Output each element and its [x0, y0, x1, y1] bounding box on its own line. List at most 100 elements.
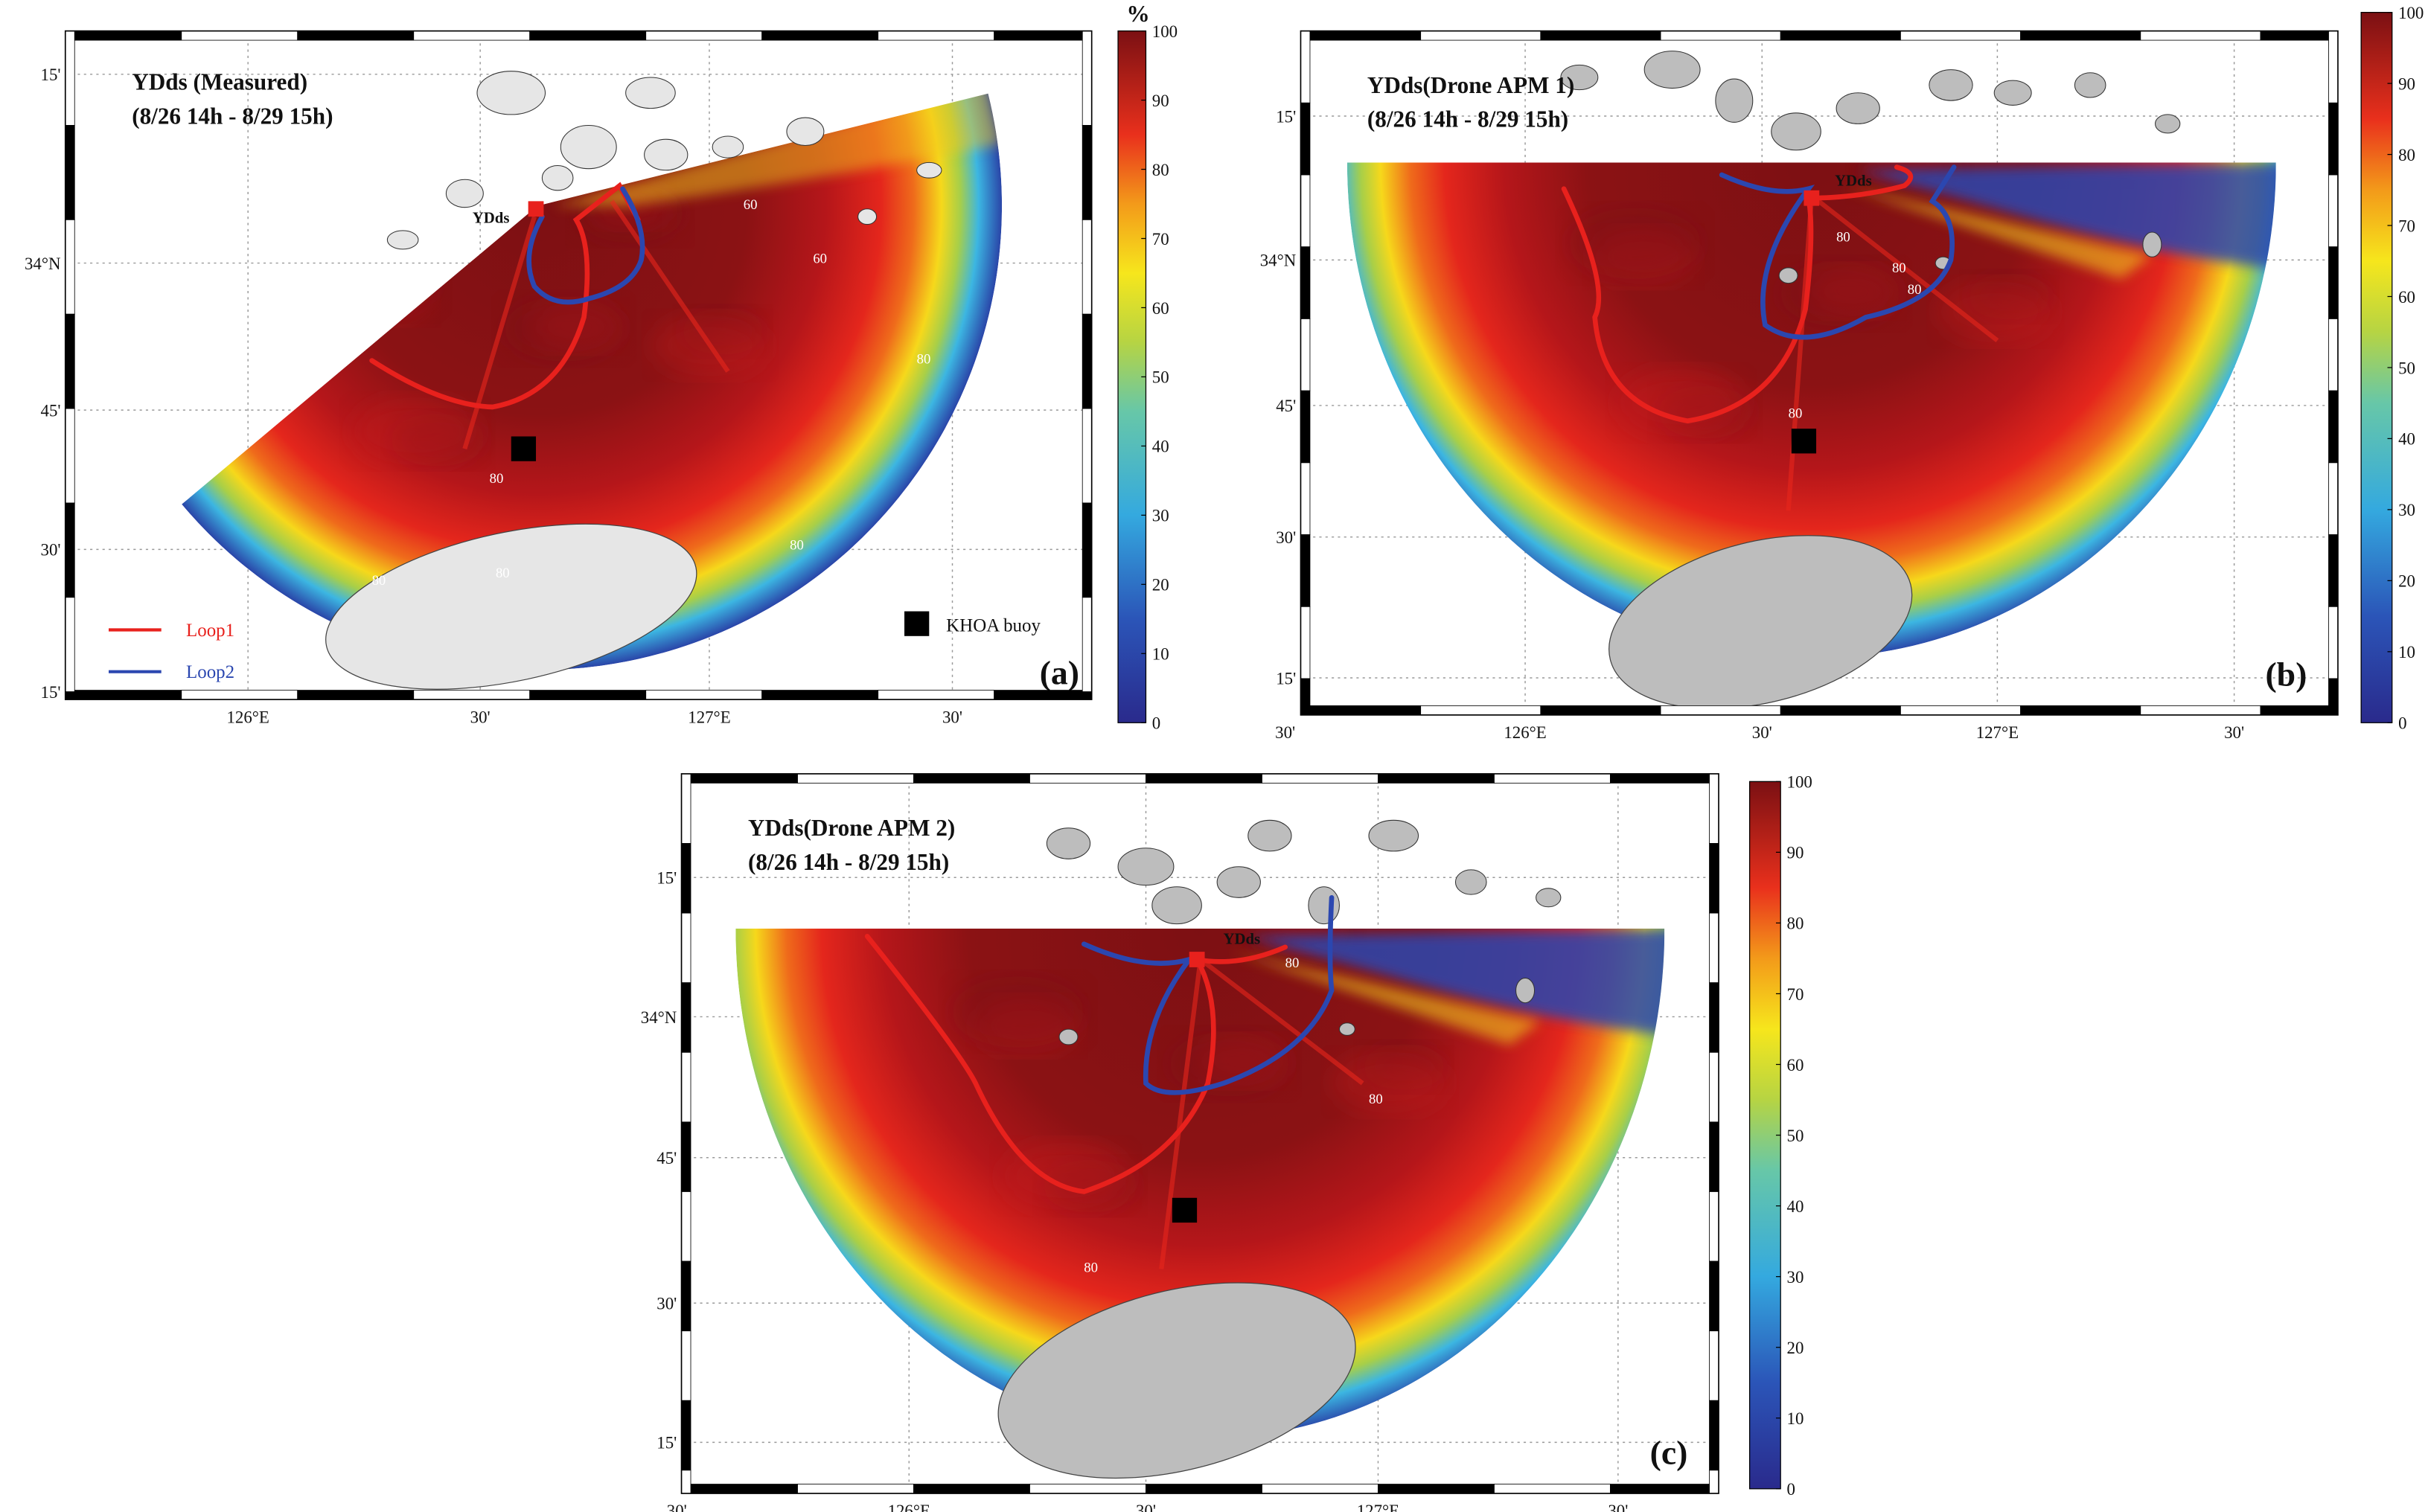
- frame-segment: [2328, 102, 2339, 176]
- frame-segment: [2140, 31, 2261, 41]
- field-texture: [1568, 208, 1702, 279]
- low-coverage-wedge: [1246, 928, 1665, 1037]
- colorbar-tick-label: 100: [2398, 4, 2424, 22]
- field-texture: [951, 976, 1085, 1048]
- frame-segment: [2328, 534, 2339, 607]
- island: [1929, 69, 1973, 101]
- frame-segment: [1610, 1484, 1719, 1494]
- y-tick-label: 34°N: [641, 1008, 677, 1027]
- station-label: YDds: [1223, 931, 1260, 948]
- panel-label: (c): [1650, 1434, 1688, 1472]
- colorbar-tick-label: 50: [1152, 368, 1169, 387]
- frame-segment: [1709, 1121, 1719, 1192]
- frame-segment: [1082, 597, 1093, 693]
- field-texture: [1332, 1051, 1448, 1114]
- colorbar-tick-label: 0: [1152, 714, 1160, 733]
- jeju-island: [1608, 535, 1913, 710]
- island: [1715, 78, 1754, 123]
- frame-segment: [913, 1484, 1030, 1494]
- frame-segment: [181, 690, 298, 700]
- map-content: 80 80 80 80 60 60 40 40 80 YDds: [65, 31, 1092, 700]
- island: [1993, 80, 2032, 106]
- panel-period: (8/26 14h - 8/29 15h): [1367, 106, 1568, 132]
- frame-segment: [681, 1400, 691, 1471]
- frame-segment: [297, 690, 415, 700]
- panel-period: (8/26 14h - 8/29 15h): [132, 103, 333, 129]
- frame-segment: [1300, 678, 1311, 716]
- frame-segment: [1540, 705, 1661, 716]
- panel-title: YDds (Measured): [132, 69, 307, 95]
- contour-label: 80: [1908, 282, 1922, 298]
- jeju-island: [997, 1282, 1356, 1479]
- x-tick-label: 30': [1136, 1502, 1156, 1512]
- radar-beam-artifact: [462, 199, 730, 450]
- frame-segment: [1300, 174, 1311, 248]
- colorbar-tick-label: 60: [1787, 1056, 1804, 1074]
- panel-period: (8/26 14h - 8/29 15h): [748, 849, 949, 875]
- frame-segment: [1709, 1470, 1719, 1494]
- y-tick-label: 15': [656, 1434, 677, 1452]
- y-tick-label: 34°N: [25, 254, 61, 273]
- contour-label: 80: [1369, 1092, 1383, 1107]
- frame-segment: [2328, 246, 2339, 319]
- panel-label: (b): [2265, 655, 2307, 693]
- frame-segment: [1709, 1330, 1719, 1401]
- beam-streak: [1230, 952, 1541, 1045]
- island: [560, 124, 617, 170]
- frame-segment: [1082, 408, 1093, 504]
- ydds-station-marker: [528, 201, 544, 217]
- beam-streak: [1842, 185, 2153, 279]
- field-texture: [503, 296, 624, 362]
- frame-segment: [65, 313, 75, 409]
- frame-segment: [529, 31, 647, 41]
- island: [1308, 886, 1340, 925]
- frame-segment: [2328, 678, 2339, 716]
- frame-segment: [2260, 705, 2339, 716]
- map-frame: [1300, 30, 2339, 716]
- colorbar-tick-label: 30: [2398, 501, 2415, 519]
- y-tick-label: 15': [41, 65, 61, 84]
- colorbar-tick-label: 30: [1787, 1268, 1804, 1287]
- y-tick-label: 15': [41, 683, 61, 702]
- island: [541, 165, 574, 191]
- khoa-buoy-marker: [511, 436, 537, 461]
- coverage-field: [182, 93, 1003, 670]
- frame-segment: [2328, 606, 2339, 679]
- frame-segment: [2328, 462, 2339, 535]
- contour-label: 80: [1084, 1260, 1098, 1276]
- legend-buoy-label: KHOA buoy: [946, 616, 1041, 636]
- frame-segment: [878, 690, 995, 700]
- x-tick-label: 127°E: [1976, 723, 2019, 742]
- frame-segment: [1029, 1484, 1146, 1494]
- contour-label: 80: [496, 566, 510, 581]
- island: [1771, 112, 1821, 151]
- island: [1836, 92, 1880, 124]
- map-frame: [680, 773, 1719, 1494]
- x-tick-label: 127°E: [688, 708, 730, 726]
- loop2-track: [1081, 894, 1335, 1095]
- frame-segment: [1420, 705, 1542, 716]
- frame-segment: [2328, 318, 2339, 391]
- frame-segment: [413, 690, 531, 700]
- frame-segment: [1494, 773, 1611, 784]
- x-tick-label: 126°E: [888, 1502, 930, 1512]
- field-texture: [1779, 261, 1901, 327]
- frame-segment: [1709, 982, 1719, 1053]
- frame-segment: [681, 1051, 691, 1123]
- island: [1046, 827, 1091, 859]
- loop2-track: [1719, 164, 1957, 340]
- frame-segment: [681, 773, 798, 784]
- legend-loop2-label: Loop2: [186, 662, 234, 682]
- island: [445, 179, 484, 208]
- loop1-track: [1561, 164, 1914, 424]
- low-coverage-wedge: [1858, 162, 2276, 271]
- coverage-heatmap: [1346, 162, 2276, 658]
- frame-segment: [413, 31, 531, 41]
- frame-segment: [878, 31, 995, 41]
- frame-segment: [1082, 502, 1093, 598]
- x-tick-label: 30': [2224, 723, 2244, 742]
- island: [857, 208, 878, 225]
- island: [712, 135, 744, 158]
- x-tick-label: 30': [667, 1502, 687, 1512]
